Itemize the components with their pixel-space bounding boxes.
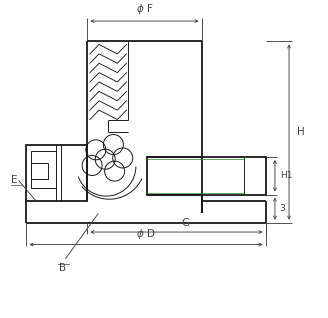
Text: $\phi$ D: $\phi$ D <box>136 227 156 241</box>
Text: 3: 3 <box>280 204 285 213</box>
Bar <box>31 163 48 179</box>
Text: E: E <box>11 176 17 185</box>
Text: H1: H1 <box>280 171 292 180</box>
Text: B: B <box>59 263 66 273</box>
Text: H: H <box>297 127 305 137</box>
Text: $\phi$ F: $\phi$ F <box>136 2 153 16</box>
Text: G: G <box>182 218 190 228</box>
Bar <box>147 157 266 195</box>
Bar <box>27 144 88 201</box>
Bar <box>31 151 56 188</box>
